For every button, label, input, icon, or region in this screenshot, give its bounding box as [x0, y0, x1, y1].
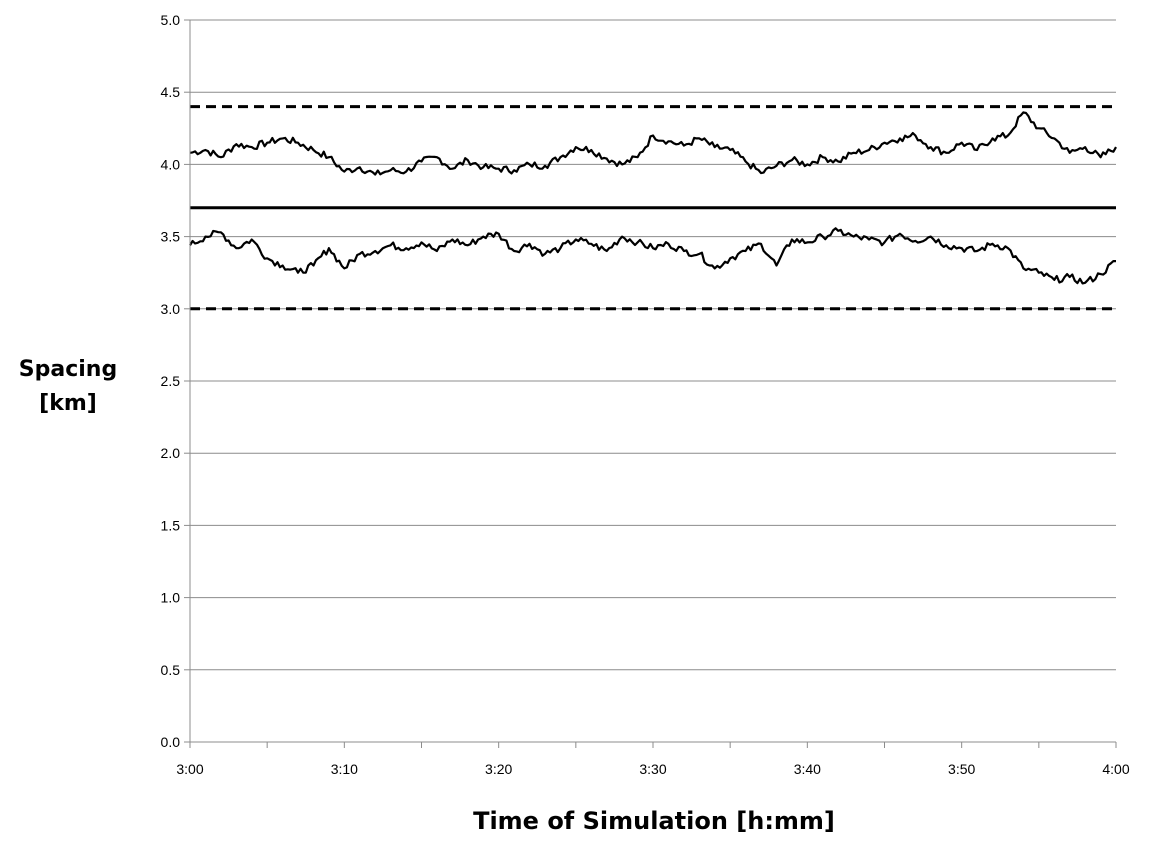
reference-lines	[190, 105, 1116, 311]
y-tick-label: 2.0	[161, 445, 181, 461]
x-tick-label: 3:00	[176, 761, 203, 777]
y-tick-label: 1.5	[161, 517, 181, 533]
x-tick-label: 3:50	[948, 761, 975, 777]
y-tick-label: 0.5	[161, 662, 181, 678]
y-tick-label: 1.0	[161, 590, 181, 606]
axes	[184, 19, 1117, 748]
y-tick-label: 2.5	[161, 373, 181, 389]
y-tick-label: 3.0	[161, 301, 181, 317]
x-tick-label: 3:30	[639, 761, 666, 777]
series-line-0	[189, 111, 1117, 176]
y-tick-labels: 0.0 0.5 1.0 1.5 2.0 2.5 3.0 3.5 4.0 4.5 5.0	[161, 12, 181, 750]
gridlines	[190, 19, 1116, 671]
series-lines	[189, 111, 1117, 285]
y-tick-label: 3.5	[161, 229, 181, 245]
x-tick-label: 3:20	[485, 761, 512, 777]
y-tick-label: 0.0	[161, 734, 181, 750]
x-axis-title: Time of Simulation [h:mm]	[473, 807, 835, 835]
series-line-1	[189, 227, 1116, 285]
y-axis-title-line1: Spacing	[19, 357, 117, 382]
y-tick-label: 4.0	[161, 156, 181, 172]
y-tick-label: 5.0	[161, 12, 181, 28]
y-tick-label: 4.5	[161, 84, 181, 100]
y-axis-title-line2: [km]	[39, 391, 97, 416]
x-tick-labels: 3:00 3:10 3:20 3:30 3:40 3:50 4:00	[176, 761, 1129, 777]
x-tick-label: 4:00	[1102, 761, 1129, 777]
x-tick-label: 3:40	[794, 761, 821, 777]
x-tick-label: 3:10	[331, 761, 358, 777]
